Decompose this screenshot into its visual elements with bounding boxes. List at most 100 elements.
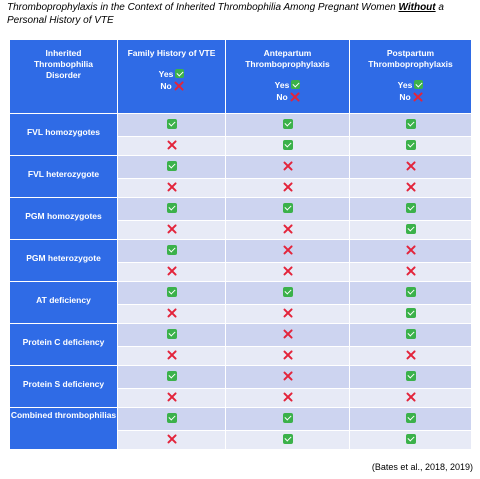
- table-cell: [117, 281, 226, 305]
- red-x-icon: [406, 182, 416, 192]
- title-text-end: a Personal History of VTE: [7, 2, 444, 26]
- table-row: PGM heterozygote: [9, 239, 472, 282]
- table-body: FVL homozygotes FVL heterozygote PGM homoz…: [9, 113, 472, 450]
- green-check-icon: [166, 371, 177, 381]
- red-x-icon: [406, 161, 416, 171]
- table-cell: [225, 407, 350, 431]
- red-x-icon: [283, 182, 293, 192]
- disorder-cell: FVL homozygotes: [9, 113, 118, 156]
- green-check-icon: [405, 203, 416, 213]
- table-cell: [225, 113, 350, 137]
- red-x-icon: [167, 182, 177, 192]
- table-cell: [225, 388, 350, 408]
- table-cell: [117, 155, 226, 179]
- red-x-icon: [283, 308, 293, 318]
- table-cell: [225, 346, 350, 366]
- green-check-icon: [405, 224, 416, 234]
- table-cell: [225, 178, 350, 198]
- header-family-history: Family History of VTE Yes No: [117, 39, 226, 114]
- disorder-label: PGM heterozygote: [26, 253, 101, 263]
- table-row: Protein C deficiency: [9, 323, 472, 366]
- legend: Yes No: [118, 69, 225, 92]
- table-cell: [349, 346, 472, 366]
- table-cell: [117, 136, 226, 156]
- green-check-icon: [166, 287, 177, 297]
- table-cell: [225, 304, 350, 324]
- disorder-cell: PGM homozygotes: [9, 197, 118, 240]
- table-cell: [117, 365, 226, 389]
- green-check-icon: [405, 413, 416, 423]
- green-check-icon: [405, 119, 416, 129]
- header-postpartum-label: Postpartum Thromboprophylaxis: [368, 48, 453, 69]
- green-check-icon: [166, 245, 177, 255]
- green-check-icon: [405, 140, 416, 150]
- red-x-icon: [167, 224, 177, 234]
- table-cell: [225, 281, 350, 305]
- table-cell: [349, 113, 472, 137]
- disorder-cell: FVL heterozygote: [9, 155, 118, 198]
- red-x-icon: [174, 81, 183, 90]
- disorder-label: FVL heterozygote: [27, 169, 100, 179]
- legend-no-label: No: [276, 91, 288, 102]
- green-check-icon: [166, 203, 177, 213]
- table-cell: [117, 197, 226, 221]
- legend-no-label: No: [399, 91, 411, 102]
- disorder-label: FVL homozygotes: [26, 127, 101, 137]
- red-x-icon: [167, 350, 177, 360]
- table-cell: [349, 155, 472, 179]
- table-cell: [117, 113, 226, 137]
- table-cell: [349, 239, 472, 263]
- table-cell: [349, 220, 472, 240]
- green-check-icon: [166, 413, 177, 423]
- green-check-icon: [405, 329, 416, 339]
- header-antepartum: Antepartum Thromboprophylaxis Yes No: [225, 39, 350, 114]
- green-check-icon: [166, 161, 177, 171]
- red-x-icon: [406, 350, 416, 360]
- disorder-cell: AT deficiency: [9, 281, 118, 324]
- red-x-icon: [167, 266, 177, 276]
- table-cell: [349, 430, 472, 450]
- table-row: [10, 136, 472, 156]
- legend: Yes No: [350, 80, 471, 103]
- disorder-cell: Protein C deficiency: [9, 323, 118, 366]
- table-cell: [349, 323, 472, 347]
- legend-yes-label: Yes: [158, 69, 174, 79]
- page-title: Thromboprophylaxis in the Context of Inh…: [7, 2, 473, 27]
- green-check-icon: [166, 329, 177, 339]
- disorder-label: Combined thrombophilias: [10, 410, 117, 420]
- legend-yes-label: Yes: [274, 80, 290, 90]
- legend-yes-label: Yes: [397, 80, 413, 90]
- red-x-icon: [167, 434, 177, 444]
- table-cell: [117, 178, 226, 198]
- green-check-icon: [282, 140, 293, 150]
- table-cell: [349, 388, 472, 408]
- table-cell: [225, 197, 350, 221]
- disorder-label: Protein C deficiency: [22, 337, 105, 347]
- table-row: [10, 178, 472, 198]
- table-cell: [225, 262, 350, 282]
- table-cell: [117, 262, 226, 282]
- green-check-icon: [282, 203, 293, 213]
- table-cell: [349, 281, 472, 305]
- table-cell: [349, 197, 472, 221]
- green-check-icon: [405, 371, 416, 381]
- table-row: [10, 262, 472, 282]
- table-cell: [349, 262, 472, 282]
- green-check-icon: [282, 287, 293, 297]
- red-x-icon: [283, 350, 293, 360]
- header-antepartum-label: Antepartum Thromboprophylaxis: [245, 48, 330, 69]
- header-disorder: Inherited Thrombophilia Disorder: [9, 39, 118, 114]
- table-cell: [117, 323, 226, 347]
- table-row: [10, 388, 472, 408]
- red-x-icon: [283, 161, 293, 171]
- table-row: FVL heterozygote: [9, 155, 472, 198]
- red-x-icon: [283, 371, 293, 381]
- table-row: PGM homozygotes: [9, 197, 472, 240]
- legend: Yes No: [226, 80, 349, 103]
- disorder-cell: Protein S deficiency: [9, 365, 118, 408]
- red-x-icon: [413, 92, 422, 101]
- header-disorder-label: Inherited Thrombophilia Disorder: [33, 48, 94, 80]
- citation: (Bates et al., 2018, 2019): [371, 462, 473, 472]
- table-row: Combined thrombophilias: [9, 407, 472, 450]
- green-check-icon: [282, 119, 293, 129]
